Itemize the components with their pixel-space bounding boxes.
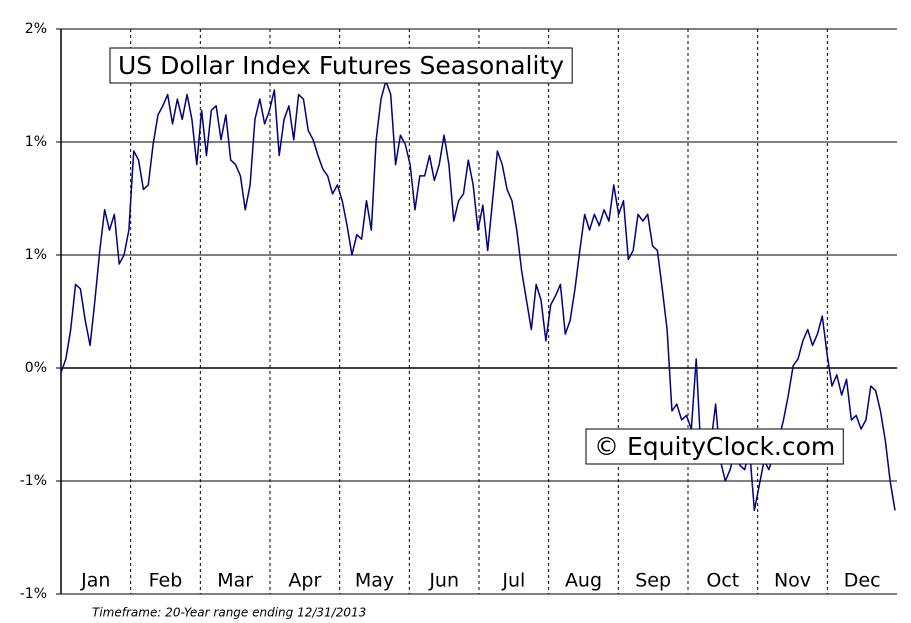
x-tick-label: Jun [428,570,459,592]
y-tick-label: 2% [25,21,47,37]
x-tick-label: Jul [501,570,525,592]
x-tick-label: Dec [844,570,881,592]
watermark: © EquityClock.com [594,432,835,461]
x-tick-label: May [355,570,394,592]
x-tick-label: Sep [635,570,671,592]
x-tick-label: Mar [217,570,253,592]
x-tick-label: Apr [288,570,321,592]
chart-title: US Dollar Index Futures Seasonality [118,51,564,80]
title-box [109,47,573,84]
y-tick-label: 1% [25,134,47,150]
x-tick-label: Feb [149,570,183,592]
x-tick-label: Oct [706,570,739,592]
x-tick-label: Aug [565,570,602,592]
x-tick-label: Jan [80,570,110,592]
y-tick-label: 1% [25,247,47,263]
y-tick-label: -1% [20,586,47,602]
data-line [60,80,896,512]
y-tick-label: 0% [25,360,47,376]
y-tick-label: -1% [20,473,47,489]
x-tick-label: Nov [774,570,811,592]
footnote: Timeframe: 20-Year range ending 12/31/20… [92,606,366,620]
watermark-box [585,428,844,465]
